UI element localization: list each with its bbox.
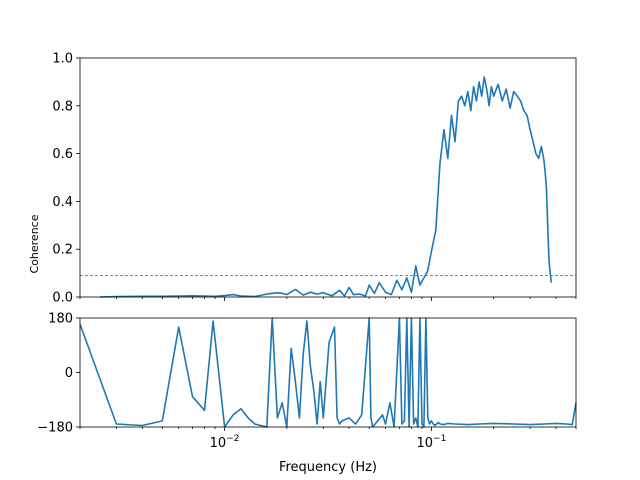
coherence-y-axis-label: Coherence: [28, 214, 41, 273]
phase-x-ticks: 10−2 10−1: [79, 427, 577, 451]
phase-y-tick-label: −180: [37, 421, 73, 436]
coherence-y-tick-label: 1.0: [52, 52, 73, 67]
phase-series-line: [79, 317, 577, 428]
phase-x-tick-label: 10−1: [417, 434, 447, 451]
coherence-y-tick-label: 0.4: [52, 195, 73, 210]
coherence-y-tick-label: 0.2: [52, 243, 73, 258]
frequency-x-axis-label: Frequency (Hz): [279, 460, 377, 475]
phase-y-tick-label: 180: [48, 312, 73, 327]
coherence-y-ticks: 0.0 0.2 0.4 0.6 0.8 1.0: [52, 52, 80, 306]
phase-x-tick-label: 10−2: [210, 434, 240, 451]
coherence-y-tick-label: 0.6: [52, 147, 73, 162]
coherence-plot-area: [80, 58, 576, 297]
coherence-panel: 0.0 0.2 0.4 0.6 0.8 1.0 Coherence: [28, 52, 577, 306]
phase-axes-frame: [79, 317, 577, 428]
phase-y-ticks: −180 0 180: [37, 312, 80, 436]
phase-panel: −180 0 180 10−2 10−1 Frequency (Hz): [37, 312, 577, 475]
phase-y-tick-label: 0: [65, 366, 73, 381]
coherence-series-line: [99, 76, 553, 298]
coherence-axes-frame: [79, 57, 577, 298]
coherence-y-tick-label: 0.8: [52, 99, 73, 114]
coherence-y-tick-label: 0.0: [52, 291, 73, 306]
phase-plot-area: [80, 318, 576, 427]
